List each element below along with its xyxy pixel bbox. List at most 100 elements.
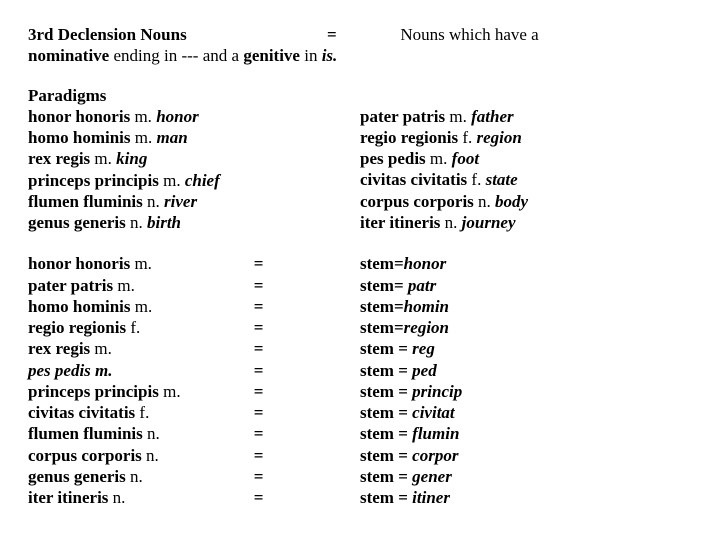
stem-entry: rex regis m.	[28, 338, 254, 359]
pl-b: n.	[143, 192, 164, 211]
pr-c: region	[476, 128, 521, 147]
stem-val: stem = corpor	[360, 445, 692, 466]
pr-a: pes pedis	[360, 149, 426, 168]
stem-val: stem = itiner	[360, 487, 692, 508]
stem-entry: genus generis n.	[28, 466, 254, 487]
header-gap2	[337, 25, 401, 44]
sv-b: itiner	[412, 488, 450, 507]
header-block: 3rd Declension Nouns = Nouns which have …	[28, 24, 692, 67]
header-gap1	[187, 25, 327, 44]
sc1-a: flumen fluminis	[28, 424, 143, 443]
sc1-b: f.	[126, 318, 140, 337]
paradigms-title: Paradigms	[28, 85, 360, 106]
pr-b: n.	[440, 213, 461, 232]
stem-val: stem = reg	[360, 338, 692, 359]
sc1-b: n.	[113, 488, 126, 507]
sv-a: stem=	[360, 276, 408, 295]
paradigm-entry: flumen fluminis n. river	[28, 191, 360, 212]
stem-entry: pes pedis m.	[28, 360, 254, 381]
hl2-nominative: nominative	[28, 46, 109, 65]
stem-entry: honor honoris m.	[28, 253, 254, 274]
sv-b: homin	[404, 297, 449, 316]
stem-eq: =	[254, 338, 360, 359]
header-equals: =	[327, 25, 337, 44]
sv-b: ped	[412, 361, 437, 380]
pr-c: journey	[462, 213, 516, 232]
pl-c: king	[116, 149, 147, 168]
paradigms-columns: Paradigms honor honoris m. honor homo ho…	[28, 85, 692, 234]
sc1-b: m.	[90, 339, 112, 358]
stem-eq: =	[254, 402, 360, 423]
stem-entry: regio regionis f.	[28, 317, 254, 338]
hl2-genitive: genitive	[243, 46, 300, 65]
stem-val: stem=region	[360, 317, 692, 338]
pl-b: m.	[131, 128, 157, 147]
pl-c: river	[164, 192, 197, 211]
pr-b: m.	[445, 107, 471, 126]
paradigm-entry: iter itineris n. journey	[360, 212, 692, 233]
pl-b: n.	[126, 213, 147, 232]
sc1-b: m.	[131, 297, 153, 316]
pl-a: princeps principis	[28, 171, 159, 190]
sv-a: stem=	[360, 297, 404, 316]
sc1-a: civitas civitatis	[28, 403, 139, 422]
stem-eq: =	[254, 381, 360, 402]
pr-b: f.	[467, 170, 485, 189]
pr-a: regio regionis	[360, 128, 458, 147]
stem-val: stem = flumin	[360, 423, 692, 444]
sc1-a: genus generis	[28, 467, 126, 486]
paradigm-entry: rex regis m. king	[28, 148, 360, 169]
sv-b: civitat	[412, 403, 454, 422]
paradigm-entry: civitas civitatis f. state	[360, 169, 692, 190]
sv-b: gener	[412, 467, 452, 486]
hl2-mid: ending in --- and a	[109, 46, 243, 65]
paradigm-entry: pater patris m. father	[360, 106, 692, 127]
stem-val: stem = civitat	[360, 402, 692, 423]
sv-a: stem =	[360, 424, 412, 443]
title-3rd-declension: 3rd Declension Nouns	[28, 25, 187, 44]
sc1-b: m.	[159, 382, 181, 401]
sv-a: stem =	[360, 467, 412, 486]
stem-eq: =	[254, 466, 360, 487]
paradigm-entry: corpus corporis n. body	[360, 191, 692, 212]
stem-entry: corpus corporis n.	[28, 445, 254, 466]
stem-eq: =	[254, 275, 360, 296]
pr-c: body	[495, 192, 528, 211]
stem-val: stem=honor	[360, 253, 692, 274]
stem-entry: flumen fluminis n.	[28, 423, 254, 444]
paradigm-entry: homo hominis m. man	[28, 127, 360, 148]
pl-c: chief	[185, 171, 220, 190]
hl2-is: is.	[322, 46, 338, 65]
sv-b: patr	[408, 276, 436, 295]
pl-c: birth	[147, 213, 181, 232]
paradigms-section: Paradigms honor honoris m. honor homo ho…	[28, 85, 692, 234]
pr-a: corpus corporis	[360, 192, 474, 211]
sc1-a: honor honoris	[28, 254, 130, 273]
stem-val: stem= patr	[360, 275, 692, 296]
pl-a: rex regis	[28, 149, 90, 168]
sv-a: stem =	[360, 382, 412, 401]
paradigms-right-col: pater patris m. father regio regionis f.…	[360, 85, 692, 234]
pl-a: homo hominis	[28, 128, 131, 147]
sc1-b: n.	[126, 467, 143, 486]
sc1-a: rex regis	[28, 339, 90, 358]
stem-entry: princeps principis m.	[28, 381, 254, 402]
stem-eq: =	[254, 360, 360, 381]
stem-val: stem = ped	[360, 360, 692, 381]
paradigm-entry: pes pedis m. foot	[360, 148, 692, 169]
stem-eq: =	[254, 296, 360, 317]
sv-a: stem =	[360, 339, 412, 358]
sv-a: stem =	[360, 446, 412, 465]
hl2-mid2: in	[300, 46, 322, 65]
pl-a: genus generis	[28, 213, 126, 232]
pl-a: flumen fluminis	[28, 192, 143, 211]
stem-entry: civitas civitatis f.	[28, 402, 254, 423]
sc1-a: pater patris	[28, 276, 113, 295]
sc1-a: regio regionis	[28, 318, 126, 337]
sc1-a: iter itineris	[28, 488, 113, 507]
sv-b: flumin	[412, 424, 459, 443]
sc1-a: corpus corporis	[28, 446, 142, 465]
sc1-b: m.	[113, 276, 135, 295]
stem-val: stem = princip	[360, 381, 692, 402]
pr-a: iter itineris	[360, 213, 440, 232]
